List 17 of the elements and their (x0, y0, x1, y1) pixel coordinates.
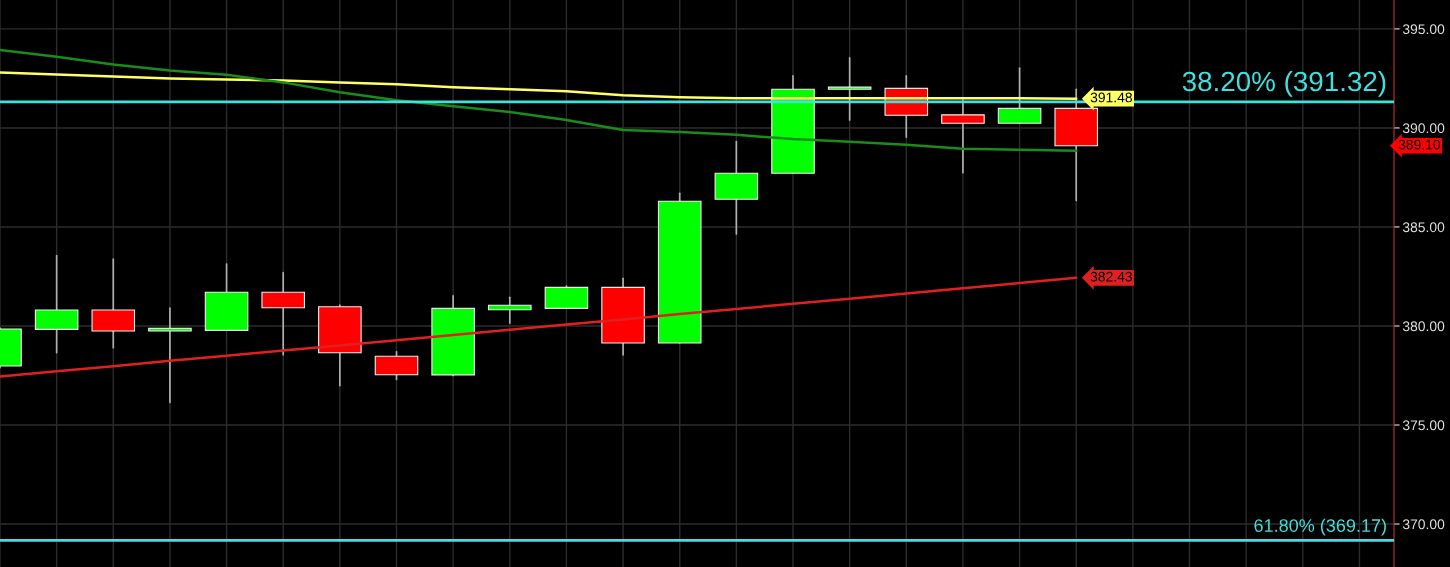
candlestick (827, 56, 872, 121)
data-label: 391.48 (1090, 92, 1132, 103)
y-tick-label: 395.00 (1402, 24, 1445, 35)
line-series (0, 48, 1078, 152)
y-tick-label: 375.00 (1402, 420, 1445, 431)
ref-line-label: 61.80% (369.17) (1254, 518, 1386, 536)
data-label: 382.43 (1090, 271, 1132, 282)
text: 389.10 (1398, 139, 1441, 150)
line-series (0, 71, 1078, 100)
candlestick (148, 307, 192, 404)
candlestick (941, 99, 985, 174)
y-tick-label: 380.00 (1402, 321, 1445, 332)
y-tick-label: 385.00 (1402, 222, 1445, 233)
y-tick-label: 390.00 (1402, 123, 1445, 134)
y-tick-label: 370.00 (1402, 519, 1445, 530)
ref-line-label: 38.20% (391.32) (1182, 70, 1386, 97)
line-series (0, 276, 1078, 378)
